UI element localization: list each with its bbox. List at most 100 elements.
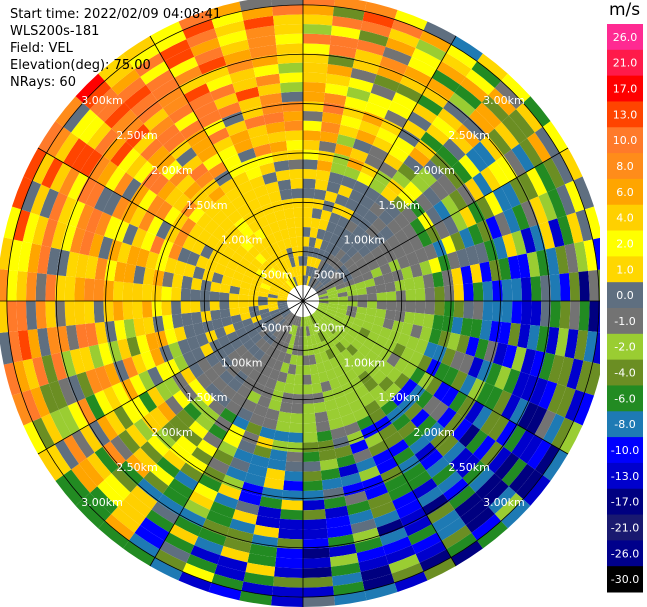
velocity-cell (229, 518, 256, 535)
velocity-cell (303, 326, 307, 337)
velocity-cell (303, 4, 334, 16)
velocity-cell (340, 348, 353, 361)
velocity-cell (427, 501, 455, 525)
velocity-cell (268, 306, 279, 312)
velocity-cell (173, 230, 189, 248)
velocity-cell (303, 345, 309, 356)
velocity-cell (133, 317, 146, 337)
velocity-cell (399, 507, 427, 528)
velocity-cell (492, 342, 508, 366)
velocity-cell (472, 301, 484, 320)
velocity-cell (253, 524, 280, 539)
colorbar-tick-label: 17.0 (613, 83, 638, 96)
velocity-cell (229, 301, 240, 309)
velocity-cell (340, 412, 357, 427)
velocity-cell (551, 152, 574, 185)
velocity-cell (130, 396, 150, 419)
velocity-cell (257, 193, 272, 207)
velocity-cell (291, 188, 303, 199)
range-ring-label: 2.50km (116, 129, 158, 142)
start-time: Start time: 2022/02/09 04:08:41 (10, 7, 222, 22)
velocity-cell (281, 392, 294, 404)
velocity-cell (385, 545, 416, 565)
velocity-cell (340, 472, 362, 487)
velocity-cell (324, 83, 349, 97)
velocity-cell (540, 275, 551, 301)
velocity-cell (259, 426, 276, 440)
velocity-cell (277, 293, 288, 298)
velocity-cell (317, 150, 335, 163)
velocity-cell (271, 439, 289, 452)
velocity-cell (407, 470, 432, 491)
velocity-cell (188, 223, 205, 240)
velocity-cell (251, 278, 262, 288)
velocity-cell (197, 439, 218, 458)
velocity-cell (371, 369, 387, 385)
velocity-cell (354, 48, 383, 66)
velocity-cell (162, 485, 189, 508)
velocity-cell (168, 415, 189, 436)
velocity-cell (125, 424, 148, 448)
velocity-cell (103, 362, 121, 387)
velocity-cell (436, 145, 459, 168)
velocity-cell (303, 275, 306, 286)
velocity-cell (386, 367, 402, 383)
velocity-cell (371, 217, 387, 233)
velocity-cell (380, 465, 403, 484)
velocity-cell (354, 384, 370, 399)
velocity-cell (463, 283, 474, 301)
velocity-cell (325, 221, 338, 234)
velocity-cell (335, 353, 347, 366)
velocity-cell (400, 346, 415, 363)
velocity-cell (179, 462, 204, 483)
velocity-cell (269, 449, 288, 462)
velocity-cell (328, 44, 357, 59)
velocity-cell (229, 307, 241, 317)
velocity-cell (247, 355, 260, 369)
velocity-cell (303, 91, 325, 103)
velocity-cell (265, 408, 280, 421)
velocity-cell (298, 336, 303, 346)
velocity-cell (516, 102, 543, 133)
velocity-cell (378, 161, 398, 179)
velocity-cell (60, 224, 77, 252)
velocity-cell (157, 493, 184, 516)
velocity-cell (285, 280, 294, 290)
velocity-cell (303, 547, 330, 559)
velocity-cell (13, 209, 31, 242)
velocity-cell (190, 37, 221, 57)
velocity-cell (333, 224, 345, 237)
velocity-cell (168, 341, 183, 359)
velocity-cell (382, 272, 395, 284)
velocity-cell (417, 166, 438, 187)
velocity-cell (323, 92, 347, 106)
velocity-cell (98, 342, 114, 366)
velocity-cell (480, 135, 504, 161)
velocity-cell (295, 275, 300, 286)
velocity-cell (344, 198, 360, 212)
velocity-cell (46, 247, 61, 276)
velocity-cell (85, 255, 99, 280)
velocity-cell (374, 194, 392, 211)
velocity-cell (430, 152, 452, 174)
velocity-cell (168, 478, 194, 500)
velocity-cell (56, 249, 70, 277)
velocity-cell (250, 454, 270, 468)
velocity-cell (241, 317, 254, 328)
colorbar-tick-label: -4.0 (614, 367, 635, 380)
velocity-cell (336, 454, 356, 468)
velocity-cell (268, 221, 281, 234)
velocity-cell (407, 111, 432, 132)
velocity-cell (592, 237, 600, 271)
velocity-cell (58, 167, 80, 197)
range-ring-label: 2.50km (448, 129, 490, 142)
velocity-cell (448, 485, 476, 510)
velocity-cell (501, 115, 528, 144)
velocity-cell (249, 175, 266, 190)
velocity-cell (340, 206, 355, 221)
velocity-cell (318, 293, 329, 298)
velocity-cell (104, 410, 126, 436)
velocity-cell (334, 395, 349, 409)
velocity-cell (174, 111, 199, 132)
velocity-cell (179, 74, 207, 95)
